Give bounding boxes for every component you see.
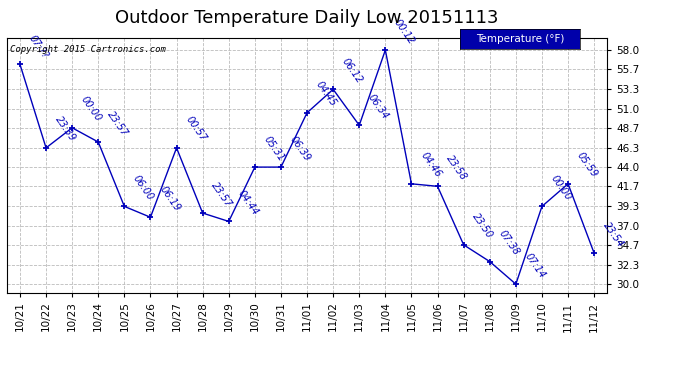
Text: 23:58: 23:58 <box>444 153 469 182</box>
Text: 05:59: 05:59 <box>575 151 600 180</box>
Text: 04:44: 04:44 <box>236 188 260 217</box>
Text: 00:57: 00:57 <box>184 115 208 144</box>
Text: 06:39: 06:39 <box>288 134 313 163</box>
Title: Outdoor Temperature Daily Low 20151113: Outdoor Temperature Daily Low 20151113 <box>115 9 499 27</box>
Text: 06:00: 06:00 <box>131 173 156 202</box>
Text: 04:46: 04:46 <box>418 151 443 180</box>
Text: 00:12: 00:12 <box>393 17 417 46</box>
Text: 23:39: 23:39 <box>53 115 77 144</box>
Text: 23:50: 23:50 <box>471 212 495 241</box>
Text: 06:19: 06:19 <box>157 184 181 213</box>
Text: 23:54: 23:54 <box>601 220 626 249</box>
Text: 07:38: 07:38 <box>497 228 521 257</box>
Text: 06:12: 06:12 <box>340 56 364 85</box>
Text: 23:57: 23:57 <box>105 109 130 138</box>
Text: 23:57: 23:57 <box>210 180 234 209</box>
Text: 00:00: 00:00 <box>79 95 104 124</box>
Text: 07:14: 07:14 <box>523 251 547 280</box>
Text: 04:45: 04:45 <box>314 80 338 109</box>
Text: 07:??: 07:?? <box>27 33 50 60</box>
Text: 06:34: 06:34 <box>366 92 391 121</box>
Text: 00:00: 00:00 <box>549 173 573 202</box>
Text: Copyright 2015 Cartronics.com: Copyright 2015 Cartronics.com <box>10 45 166 54</box>
Text: 05:31: 05:31 <box>262 134 286 163</box>
